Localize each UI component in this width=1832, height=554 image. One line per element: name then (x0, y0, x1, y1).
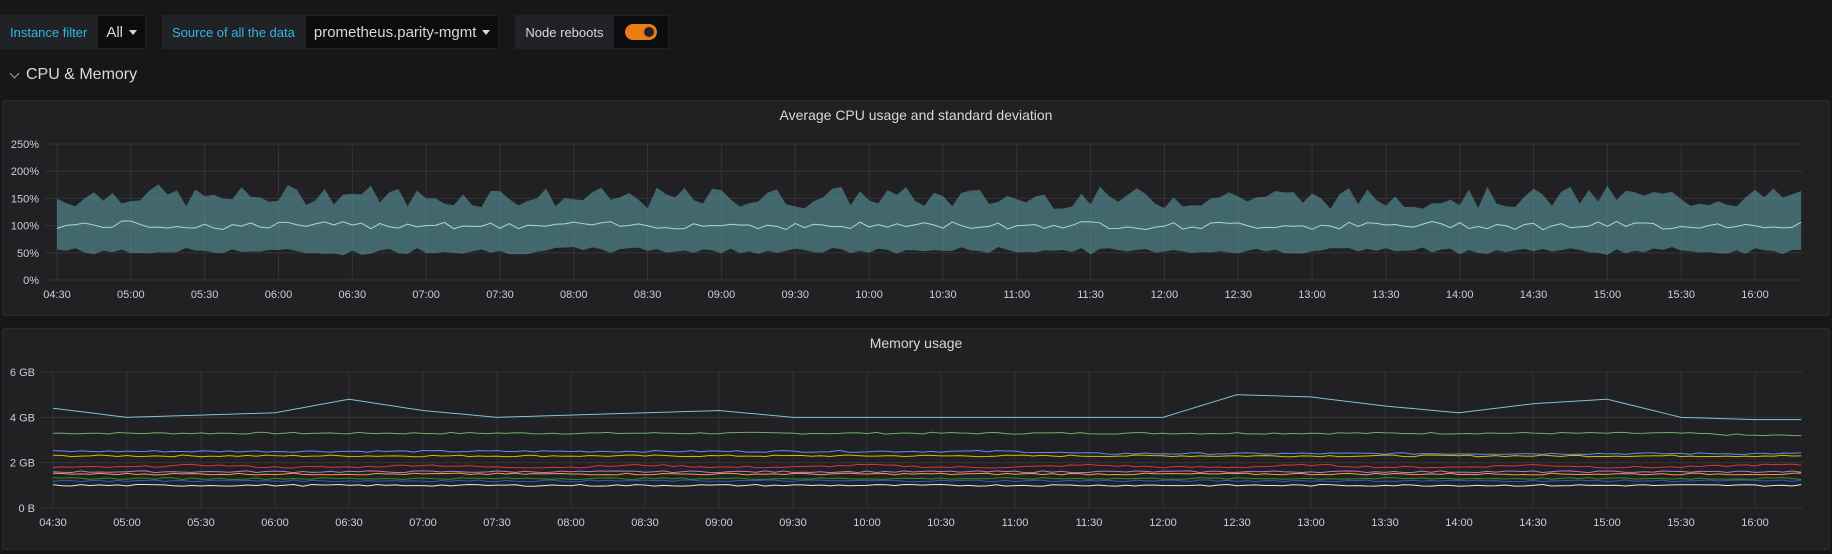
y-tick-label: 50% (17, 248, 39, 260)
x-tick-label: 07:30 (486, 289, 514, 301)
x-tick-label: 09:30 (781, 289, 809, 301)
x-tick-label: 07:00 (412, 289, 440, 301)
x-tick-label: 12:00 (1151, 289, 1179, 301)
row-header-cpu-memory[interactable]: CPU & Memory (8, 66, 137, 84)
x-tick-label: 16:00 (1741, 289, 1769, 301)
x-tick-label: 08:00 (560, 289, 588, 301)
x-tick-label: 12:30 (1224, 289, 1252, 301)
x-tick-label: 13:00 (1297, 517, 1325, 529)
cpu-average-line (56, 220, 1802, 231)
x-tick-label: 14:30 (1519, 517, 1547, 529)
caret-down-icon (482, 29, 491, 35)
std-deviation-band (57, 184, 1802, 256)
x-tick-label: 04:30 (39, 517, 67, 529)
memory-series-line (52, 431, 1802, 437)
y-tick-label: 100% (11, 221, 39, 233)
x-tick-label: 07:00 (409, 517, 437, 529)
source-dropdown[interactable]: prometheus.parity-mgmt (304, 15, 500, 49)
x-tick-label: 13:30 (1372, 289, 1400, 301)
memory-series-line (52, 472, 1802, 476)
x-tick-label: 13:30 (1371, 517, 1399, 529)
y-tick-label: 0 B (18, 503, 35, 515)
memory-series-line (52, 483, 1802, 487)
x-tick-label: 09:30 (779, 517, 807, 529)
memory-panel: Memory usage 0 B 2 GB 4 GB 6 GB 04:30 05:00 05… (2, 328, 1830, 550)
node-reboots-label: Node reboots (515, 15, 614, 49)
node-reboots-toggle-wrap (613, 15, 670, 49)
memory-series-line (52, 394, 1802, 421)
row-title: CPU & Memory (26, 66, 138, 83)
x-tick-label: 09:00 (705, 517, 733, 529)
toggle-knob (644, 27, 655, 37)
x-tick-label: 15:30 (1667, 517, 1695, 529)
node-reboots-variable: Node reboots (515, 15, 670, 49)
source-value: prometheus.parity-mgmt (313, 23, 477, 41)
x-tick-label: 08:30 (634, 289, 662, 301)
x-tick-label: 06:30 (335, 517, 363, 529)
y-tick-label: 6 GB (10, 367, 35, 379)
x-tick-label: 11:00 (1002, 517, 1029, 529)
caret-down-icon (129, 29, 137, 35)
x-tick-label: 07:30 (483, 517, 511, 529)
x-tick-label: 14:00 (1446, 289, 1474, 301)
x-tick-label: 15:30 (1667, 289, 1695, 301)
instance-filter-variable: Instance filter All (0, 15, 146, 49)
y-tick-label: 0% (23, 275, 39, 287)
memory-series-line (52, 454, 1802, 458)
memory-chart: 0 B 2 GB 4 GB 6 GB 04:30 05:00 05:30 06:00 06:30… (10, 367, 1803, 529)
x-tick-label: 11:30 (1077, 289, 1104, 301)
x-tick-label: 09:00 (708, 289, 736, 301)
cpu-chart: 0% 50% 100% 150% 200% 250% 04:30 05:00 05:30 06:0… (11, 139, 1803, 301)
x-tick-label: 04:30 (43, 289, 71, 301)
x-tick-label: 10:30 (927, 517, 955, 529)
instance-filter-label: Instance filter (0, 15, 98, 49)
x-tick-label: 08:00 (557, 517, 585, 529)
x-tick-label: 05:30 (191, 289, 219, 301)
y-tick-label: 4 GB (10, 412, 35, 424)
x-tick-label: 15:00 (1593, 517, 1621, 529)
x-tick-label: 06:00 (261, 517, 289, 529)
cpu-panel: Average CPU usage and standard deviation… (2, 100, 1830, 316)
x-tick-label: 06:00 (265, 289, 293, 301)
chevron-down-icon (9, 68, 20, 78)
x-tick-label: 06:30 (339, 289, 367, 301)
x-tick-label: 12:00 (1149, 517, 1177, 529)
y-tick-label: 200% (11, 166, 39, 178)
x-tick-label: 10:00 (855, 289, 883, 301)
variables-toolbar: Instance filter All Source of all the da… (0, 15, 685, 49)
x-tick-label: 05:30 (187, 517, 215, 529)
memory-series-line (52, 479, 1802, 483)
memory-series-line (52, 470, 1802, 474)
x-tick-label: 14:30 (1520, 289, 1548, 301)
x-tick-label: 11:00 (1003, 289, 1030, 301)
x-tick-label: 13:00 (1298, 289, 1326, 301)
x-tick-label: 15:00 (1594, 289, 1622, 301)
x-tick-label: 10:30 (929, 289, 957, 301)
memory-series-line (52, 477, 1802, 480)
x-tick-label: 10:00 (853, 517, 881, 529)
x-tick-label: 12:30 (1223, 517, 1251, 529)
instance-filter-dropdown[interactable]: All (97, 15, 146, 49)
x-tick-label: 16:00 (1741, 517, 1769, 529)
memory-series-line (52, 463, 1802, 469)
x-tick-label: 08:30 (631, 517, 659, 529)
memory-series-line (52, 449, 1802, 456)
y-tick-label: 150% (11, 193, 39, 205)
x-tick-label: 14:00 (1445, 517, 1473, 529)
memory-panel-title[interactable]: Memory usage (869, 335, 963, 351)
source-label: Source of all the data (162, 15, 305, 49)
x-tick-label: 05:00 (113, 517, 141, 529)
cpu-panel-title[interactable]: Average CPU usage and standard deviation (779, 107, 1053, 123)
node-reboots-toggle[interactable] (625, 24, 658, 40)
y-tick-label: 250% (11, 139, 39, 151)
x-tick-label: 05:00 (117, 289, 145, 301)
source-variable: Source of all the data prometheus.parity… (162, 15, 500, 49)
instance-filter-value: All (106, 23, 123, 41)
x-tick-label: 11:30 (1076, 517, 1103, 529)
y-tick-label: 2 GB (10, 458, 35, 470)
